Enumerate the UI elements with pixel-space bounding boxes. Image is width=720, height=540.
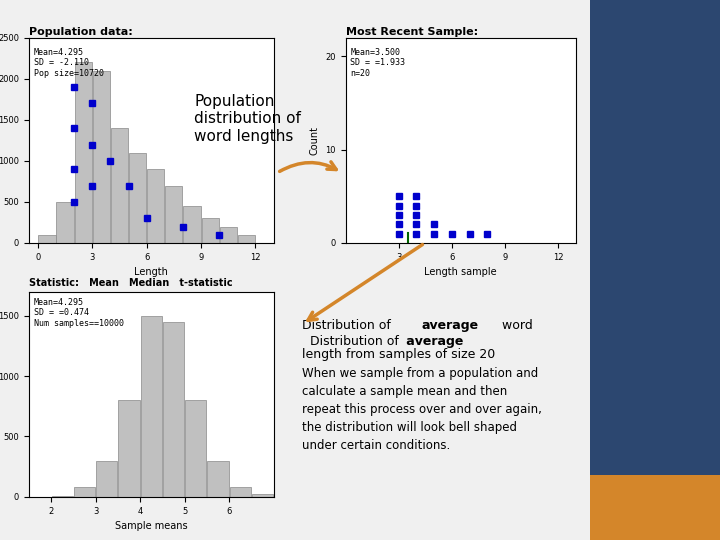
Text: Mean=3.500
SD = =1.933
n=20: Mean=3.500 SD = =1.933 n=20 xyxy=(350,48,405,78)
Bar xyxy=(184,206,201,243)
Text: Most Recent Sample:: Most Recent Sample: xyxy=(346,27,478,37)
Bar xyxy=(75,63,92,243)
Bar xyxy=(52,496,73,497)
Bar xyxy=(93,71,110,243)
Bar xyxy=(38,235,55,243)
Bar xyxy=(163,322,184,497)
Bar xyxy=(207,461,228,497)
Text: Distribution of: Distribution of xyxy=(302,319,395,332)
Bar xyxy=(220,227,237,243)
Bar xyxy=(118,400,140,497)
Y-axis label: Count: Count xyxy=(310,126,320,155)
Text: Statistic:   Mean   Median   t-statistic: Statistic: Mean Median t-statistic xyxy=(29,278,233,288)
Text: Mean=4.295
SD = -2.110
Pop size=10720: Mean=4.295 SD = -2.110 Pop size=10720 xyxy=(34,48,104,78)
Bar xyxy=(147,169,164,243)
Text: Mean=4.295
SD = =0.474
Num samples==10000: Mean=4.295 SD = =0.474 Num samples==1000… xyxy=(34,298,124,328)
Bar xyxy=(56,202,73,243)
Text: Population
distribution of
word lengths: Population distribution of word lengths xyxy=(194,94,301,144)
Bar xyxy=(74,487,95,497)
Bar xyxy=(230,487,251,497)
Text: word: word xyxy=(498,319,533,332)
Text: average: average xyxy=(422,319,479,332)
X-axis label: Length sample: Length sample xyxy=(425,267,497,277)
Bar xyxy=(166,186,182,243)
Bar xyxy=(129,153,146,243)
Bar xyxy=(202,218,219,243)
Text: When we sample from a population and
calculate a sample mean and then
repeat thi: When we sample from a population and cal… xyxy=(302,367,542,452)
Text: Distribution of: Distribution of xyxy=(310,335,402,348)
Text: length from samples of size 20: length from samples of size 20 xyxy=(302,348,495,361)
Bar xyxy=(252,495,273,497)
X-axis label: Sample means: Sample means xyxy=(115,521,187,531)
Bar xyxy=(238,235,255,243)
Bar xyxy=(140,316,162,497)
X-axis label: Length: Length xyxy=(134,267,168,277)
Bar xyxy=(185,400,207,497)
Bar xyxy=(111,128,128,243)
Text: Population data:: Population data: xyxy=(29,27,132,37)
Text: average: average xyxy=(310,335,463,348)
Bar xyxy=(96,461,117,497)
